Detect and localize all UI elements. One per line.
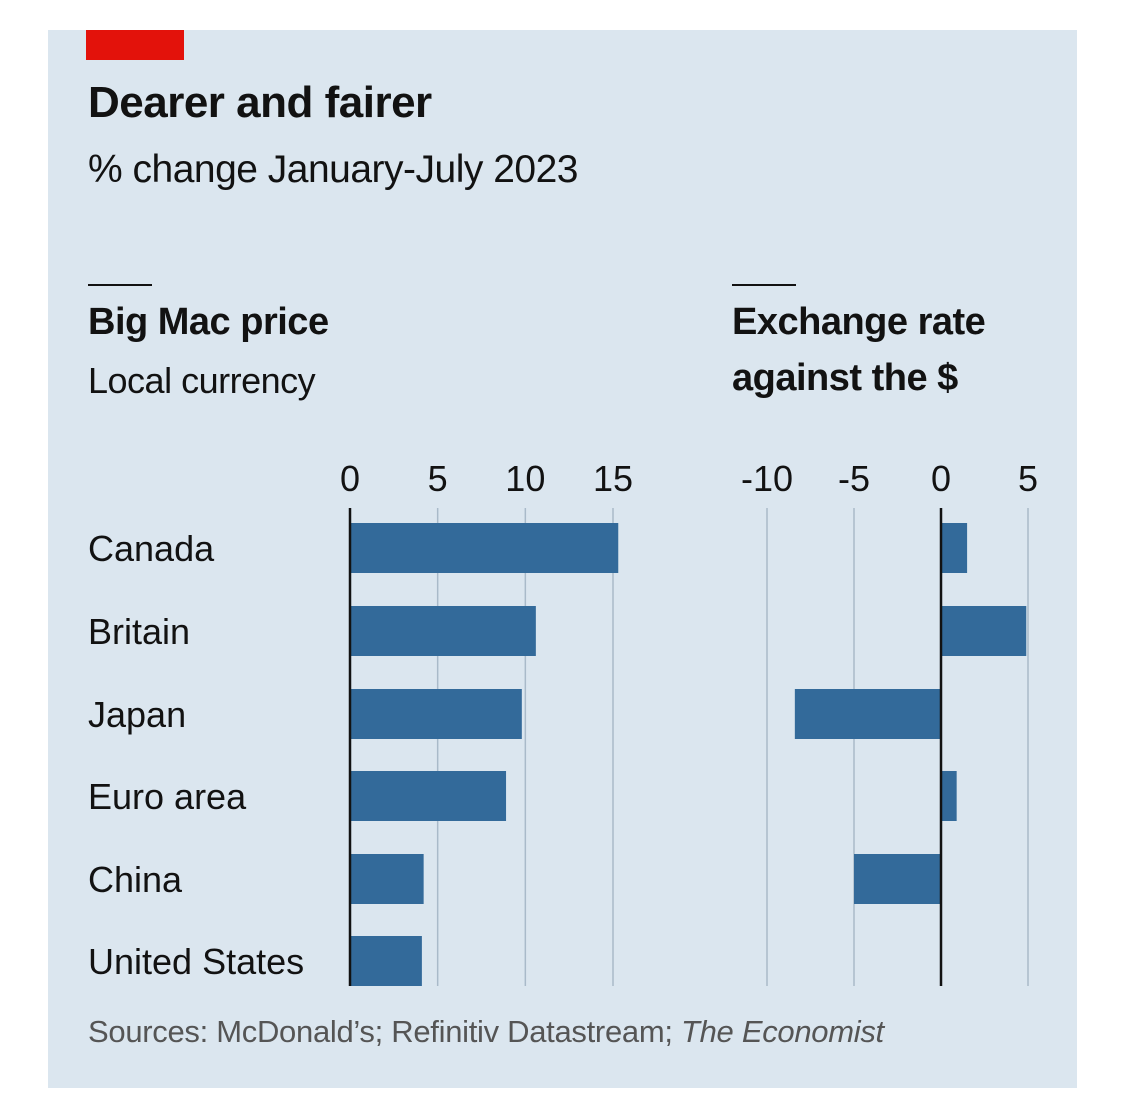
left-panel-rule	[88, 284, 152, 286]
brand-red-tag	[86, 30, 184, 60]
source-text: Sources: McDonald’s; Refinitiv Datastrea…	[88, 1014, 681, 1049]
big-mac-bar	[350, 771, 507, 821]
big-mac-bar	[350, 854, 424, 904]
right-panel-rule	[732, 284, 796, 286]
right-panel-title-line-2: against the $	[732, 357, 958, 399]
category-label: Britain	[88, 611, 190, 652]
big-mac-tick-label: 15	[593, 458, 633, 499]
big-mac-bar	[350, 689, 522, 739]
big-mac-tick-label: 0	[340, 458, 360, 499]
big-mac-bar	[350, 606, 536, 656]
exchange-rate-bar	[794, 689, 941, 739]
category-label: Japan	[88, 694, 186, 735]
exchange-rate-tick-label: -10	[741, 458, 793, 499]
exchange-rate-bar	[941, 771, 957, 821]
left-panel-subtitle: Local currency	[88, 360, 316, 401]
exchange-rate-tick-label: -5	[838, 458, 870, 499]
source-note: Sources: McDonald’s; Refinitiv Datastrea…	[88, 1014, 884, 1050]
category-label: United States	[88, 941, 304, 982]
exchange-rate-bar	[854, 854, 941, 904]
category-label: China	[88, 859, 183, 900]
big-mac-tick-label: 5	[428, 458, 448, 499]
left-panel-title: Big Mac price	[88, 301, 329, 343]
category-label: Canada	[88, 528, 215, 569]
source-publication: The Economist	[680, 1014, 884, 1049]
big-mac-bar	[350, 523, 619, 573]
chart-subtitle: % change January-July 2023	[88, 148, 578, 191]
exchange-rate-bar	[941, 523, 968, 573]
exchange-rate-tick-label: 0	[931, 458, 951, 499]
exchange-rate-tick-label: 5	[1018, 458, 1038, 499]
category-label: Euro area	[88, 776, 247, 817]
right-panel-title-line-1: Exchange rate	[732, 301, 986, 343]
big-mac-tick-label: 10	[505, 458, 545, 499]
big-mac-bar	[350, 936, 422, 986]
chart-title: Dearer and fairer	[88, 78, 432, 127]
exchange-rate-bar	[941, 606, 1027, 656]
